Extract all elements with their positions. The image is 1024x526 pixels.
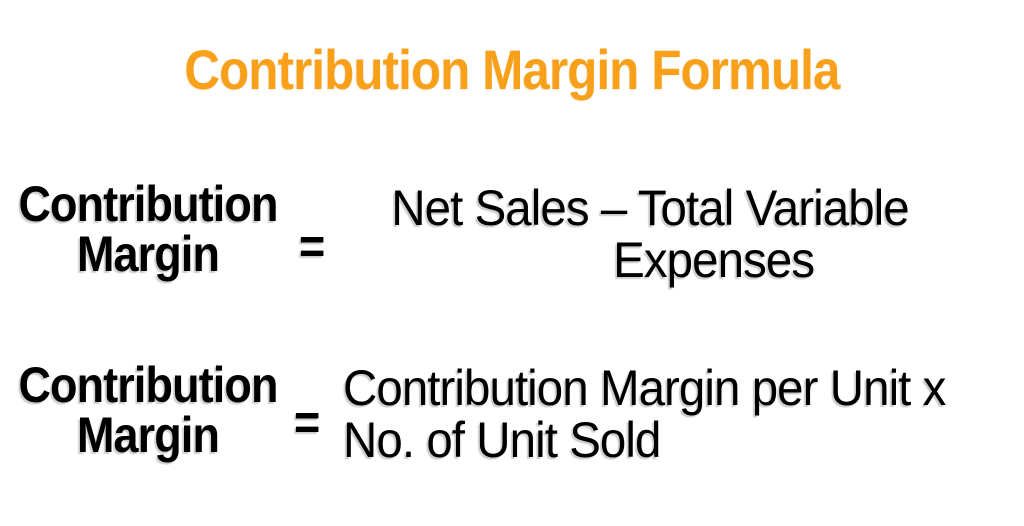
- rhs-line-2: No. of Unit Sold: [343, 412, 661, 468]
- lhs-line-1: Contribution: [18, 176, 278, 232]
- equals-sign: =: [299, 218, 326, 274]
- rhs-line-2: Expenses: [613, 232, 815, 288]
- formula-2-rhs-expression: Contribution Margin per Unit x No. of Un…: [343, 362, 989, 466]
- equals-sign: =: [294, 394, 321, 450]
- rhs-line-1: Contribution Margin per Unit x: [343, 360, 946, 416]
- lhs-line-1: Contribution: [18, 357, 278, 413]
- formula-1-lhs-label: Contribution Margin: [15, 179, 281, 279]
- lhs-line-2: Margin: [76, 226, 220, 282]
- formula-2-lhs-label: Contribution Margin: [15, 360, 281, 460]
- lhs-line-2: Margin: [76, 407, 220, 463]
- page-title: Contribution Margin Formula: [184, 38, 840, 101]
- rhs-line-1: Net Sales – Total Variable: [391, 180, 909, 236]
- formula-1-rhs-expression: Net Sales – Total Variable Expenses: [365, 182, 935, 286]
